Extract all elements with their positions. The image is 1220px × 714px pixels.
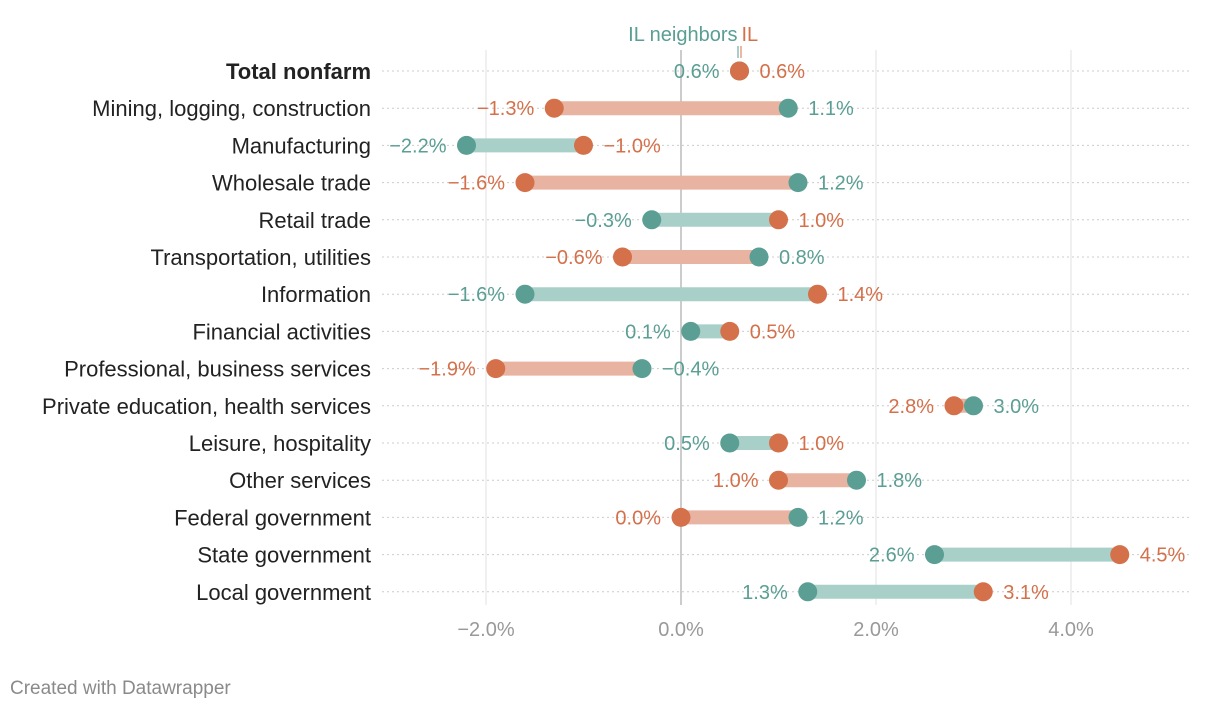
neighbors-value-label: 3.0%: [994, 396, 1040, 418]
neighbors-value-label: 2.6%: [869, 545, 915, 567]
il-value-label: 0.6%: [760, 61, 806, 83]
neighbors-value-label: 1.1%: [808, 98, 854, 120]
category-label: Transportation, utilities: [150, 245, 371, 270]
x-tick-label: 2.0%: [853, 619, 899, 641]
neighbors-dot: [642, 210, 662, 230]
il-value-label: 3.1%: [1003, 582, 1049, 604]
neighbors-value-label: 1.2%: [818, 173, 864, 195]
neighbors-value-label: −2.2%: [389, 135, 446, 157]
il-value-label: −1.0%: [604, 135, 661, 157]
il-dot: [973, 582, 993, 602]
il-dot: [730, 61, 749, 81]
il-dot: [769, 210, 788, 230]
il-value-label: 4.5%: [1140, 545, 1186, 567]
il-dot: [574, 135, 593, 155]
il-dot: [1110, 545, 1130, 565]
category-label: Mining, logging, construction: [92, 96, 371, 121]
il-dot: [515, 173, 535, 193]
category-label: Wholesale trade: [212, 171, 371, 196]
category-label: Manufacturing: [232, 133, 371, 158]
neighbors-value-label: 1.2%: [818, 507, 864, 529]
neighbors-dot: [749, 247, 769, 267]
il-value-label: 1.4%: [838, 284, 884, 306]
il-dot: [720, 321, 740, 341]
x-tick-label: −2.0%: [457, 619, 514, 641]
neighbors-dot: [457, 135, 476, 155]
category-label: State government: [197, 543, 371, 568]
il-value-label: 1.0%: [713, 470, 759, 492]
il-dot: [808, 284, 827, 304]
neighbors-dot: [778, 98, 798, 118]
il-dot: [769, 433, 788, 453]
footer-credit: Created with Datawrapper: [10, 678, 231, 699]
neighbors-value-label: −0.3%: [574, 210, 631, 232]
neighbors-value-label: 0.8%: [779, 247, 825, 269]
il-dot: [544, 98, 564, 118]
category-label: Local government: [196, 580, 371, 605]
category-label: Information: [261, 282, 371, 307]
neighbors-value-label: 0.1%: [625, 321, 671, 343]
il-value-label: −1.3%: [477, 98, 534, 120]
category-label: Private education, health services: [42, 394, 371, 419]
x-tick-label: 4.0%: [1048, 619, 1094, 641]
category-label: Retail trade: [258, 208, 371, 233]
neighbors-value-label: 1.3%: [742, 582, 788, 604]
il-value-label: −0.6%: [545, 247, 602, 269]
neighbors-dot: [788, 507, 808, 527]
category-label: Financial activities: [192, 319, 371, 344]
category-label: Total nonfarm: [226, 59, 371, 84]
neighbors-value-label: 0.5%: [664, 433, 710, 455]
neighbors-value-label: −1.6%: [448, 284, 505, 306]
category-label: Other services: [229, 468, 371, 493]
category-label: Leisure, hospitality: [189, 431, 371, 456]
x-tick-label: 0.0%: [658, 619, 704, 641]
category-label: Federal government: [174, 505, 371, 530]
il-value-label: 1.0%: [799, 433, 845, 455]
il-dot: [944, 396, 964, 416]
neighbors-dot: [788, 173, 808, 193]
il-value-label: −1.6%: [448, 173, 505, 195]
il-dot: [486, 359, 506, 379]
neighbors-value-label: −0.4%: [662, 359, 719, 381]
il-value-label: −1.9%: [418, 359, 475, 381]
il-dot: [769, 470, 788, 490]
neighbors-value-label: 1.8%: [877, 470, 923, 492]
neighbors-dot: [925, 545, 944, 565]
category-label: Professional, business services: [64, 357, 371, 382]
neighbors-dot: [681, 321, 701, 341]
legend-neighbors-label: IL neighbors: [628, 24, 737, 46]
il-value-label: 0.0%: [615, 507, 661, 529]
legend-il-label: IL: [742, 24, 759, 46]
il-value-label: 1.0%: [799, 210, 845, 232]
il-value-label: 2.8%: [888, 396, 934, 418]
il-dot: [613, 247, 632, 267]
neighbors-dot: [847, 470, 866, 490]
neighbors-value-label: 0.6%: [674, 61, 720, 83]
neighbors-dot: [632, 359, 652, 379]
il-dot: [671, 507, 691, 527]
neighbors-dot: [720, 433, 740, 453]
neighbors-dot: [515, 284, 535, 304]
il-value-label: 0.5%: [750, 321, 796, 343]
neighbors-dot: [798, 582, 818, 602]
neighbors-dot: [964, 396, 983, 416]
